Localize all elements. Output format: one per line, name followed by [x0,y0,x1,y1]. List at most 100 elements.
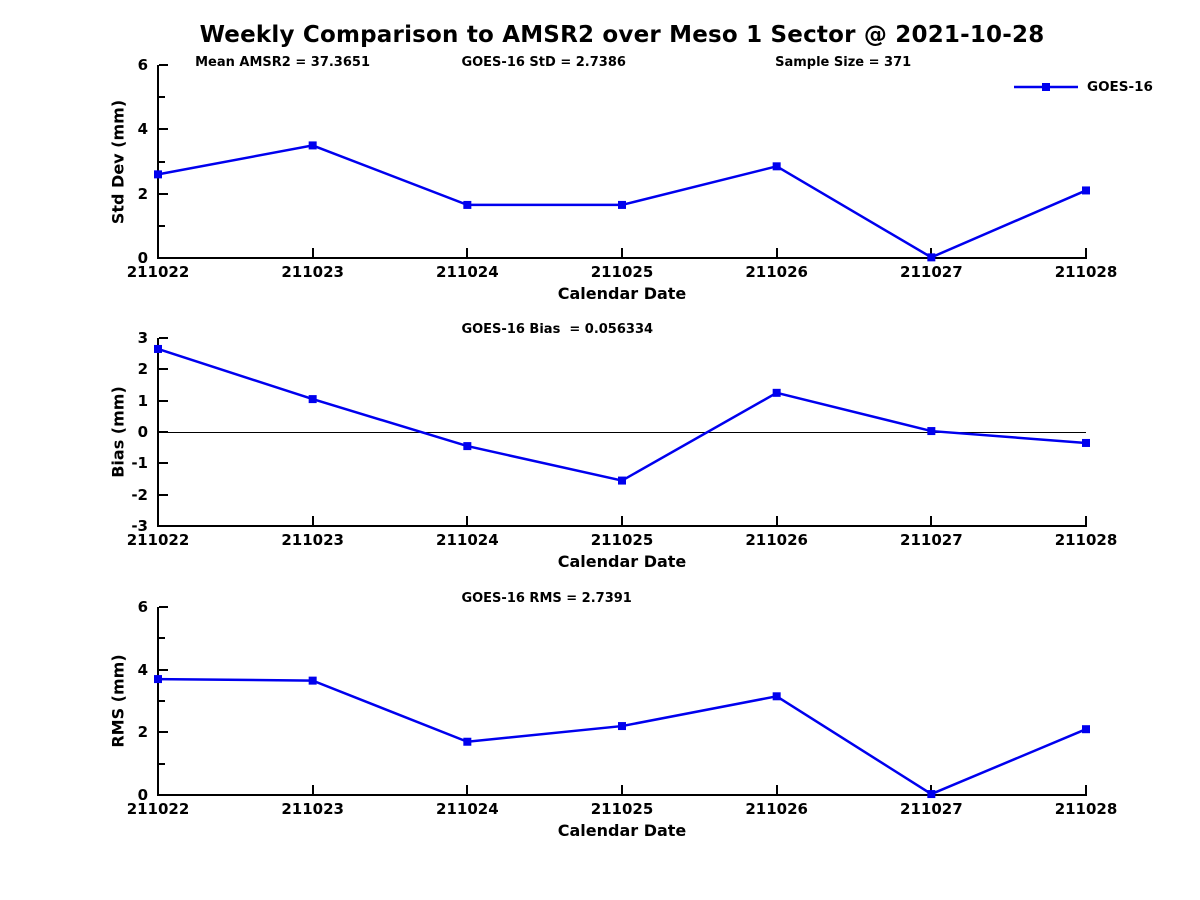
x-tick [1085,516,1087,525]
annotation: Mean AMSR2 = 37.3651 [195,55,370,70]
x-tick [1085,785,1087,794]
data-point-marker [772,692,781,701]
x-tick [311,248,314,257]
data-point-marker [618,200,626,209]
y-tick-label: 2 [137,360,148,379]
y-tick [159,462,168,465]
line-series-rms [154,675,1090,799]
x-tick [621,785,623,794]
zero-reference-line [158,432,1086,433]
x-tick [157,516,159,525]
y-tick-label: 1 [137,391,148,410]
y-minor-tick [159,637,165,640]
line-series-std-dev [154,141,1090,262]
y-tick [159,493,168,496]
x-tick-label: 211023 [281,531,344,549]
x-tick [621,516,623,525]
data-point-marker [154,170,162,179]
data-point-marker [772,162,781,171]
y-tick [159,257,168,259]
x-tick-label: 211026 [745,531,808,549]
annotation: GOES-16 RMS = 2.7391 [461,591,632,606]
x-tick [621,248,623,257]
y-minor-tick [159,762,165,765]
y-axis-spine [157,607,159,796]
x-axis-spine [157,525,1087,527]
data-point-marker [308,676,317,685]
data-point-marker [154,675,162,684]
data-point-marker [1082,186,1090,195]
y-tick [159,794,168,796]
plot-area: 0 2 4 6 211022 211023 211024 211025 211026 211027… [127,598,1118,818]
x-tick [930,516,933,525]
data-point-marker [927,790,936,799]
data-point-marker [154,344,162,353]
x-tick-label: 211025 [590,800,654,818]
y-tick-label: 0 [137,249,148,267]
x-tick [930,248,933,257]
y-tick [159,606,168,608]
x-tick [157,785,159,794]
x-tick [930,785,933,794]
y-minor-tick [159,700,165,702]
y-tick-label: 2 [137,184,148,203]
x-axis-spine [157,257,1087,259]
data-point-marker [927,253,936,262]
data-point-marker [618,476,626,485]
x-axis-label: Calendar Date [557,821,687,840]
x-tick [775,785,778,794]
y-tick-label: 2 [137,723,148,742]
x-axis-label: Calendar Date [557,284,687,303]
y-minor-tick [159,96,165,99]
x-tick-label: 211028 [1054,800,1118,818]
x-axis-spine [157,794,1087,796]
y-minor-tick [159,160,165,163]
x-axis-label: Calendar Date [557,552,687,571]
x-tick-label: 211024 [436,800,499,818]
x-tick-label: 211027 [900,263,963,281]
y-tick [159,128,168,131]
data-point-marker [308,141,317,150]
x-tick [466,785,469,794]
data-point-marker [463,737,472,746]
x-tick-label: 211024 [436,263,499,281]
y-tick-label: -3 [131,517,148,535]
data-point-marker [1082,725,1090,734]
x-tick-label: 211024 [436,531,499,549]
x-tick [311,516,314,525]
x-tick-label: 211026 [745,800,808,818]
x-tick-label: 211022 [126,800,190,818]
x-tick [157,248,159,257]
x-tick [775,248,778,257]
y-tick [159,731,168,734]
x-tick [775,516,778,525]
x-tick-label: 211028 [1054,531,1118,549]
y-tick [159,337,168,339]
data-point-marker [618,722,626,731]
x-tick-label: 211027 [900,800,963,818]
legend-label: GOES-16 [1087,79,1153,95]
subplot-rms: RMS (mm) GOES-16 RMS = 2.7391 0 2 4 6 211022… [109,591,1118,840]
y-tick [159,192,168,195]
y-minor-tick [159,224,165,227]
y-tick [159,525,168,527]
data-point-marker [463,200,472,209]
x-tick [466,248,469,257]
legend: GOES-16 [1014,79,1153,95]
plot-area: 0 2 4 6 211022 211023 211024 211025 211026 211027… [127,56,1118,281]
data-point-marker [308,395,317,404]
x-tick-label: 211023 [281,263,344,281]
data-point-marker [927,427,936,436]
line-series-bias [154,344,1090,485]
y-tick-label: -2 [131,485,148,504]
data-point-marker [463,442,472,451]
y-tick [159,399,168,402]
x-tick-label: 211022 [126,263,190,281]
y-axis-label: Std Dev (mm) [108,99,128,224]
y-tick [159,368,168,371]
y-tick-label: 4 [137,120,148,139]
annotation: GOES-16 StD = 2.7386 [461,55,626,70]
x-tick-label: 211025 [590,263,654,281]
x-tick-label: 211026 [745,263,808,281]
